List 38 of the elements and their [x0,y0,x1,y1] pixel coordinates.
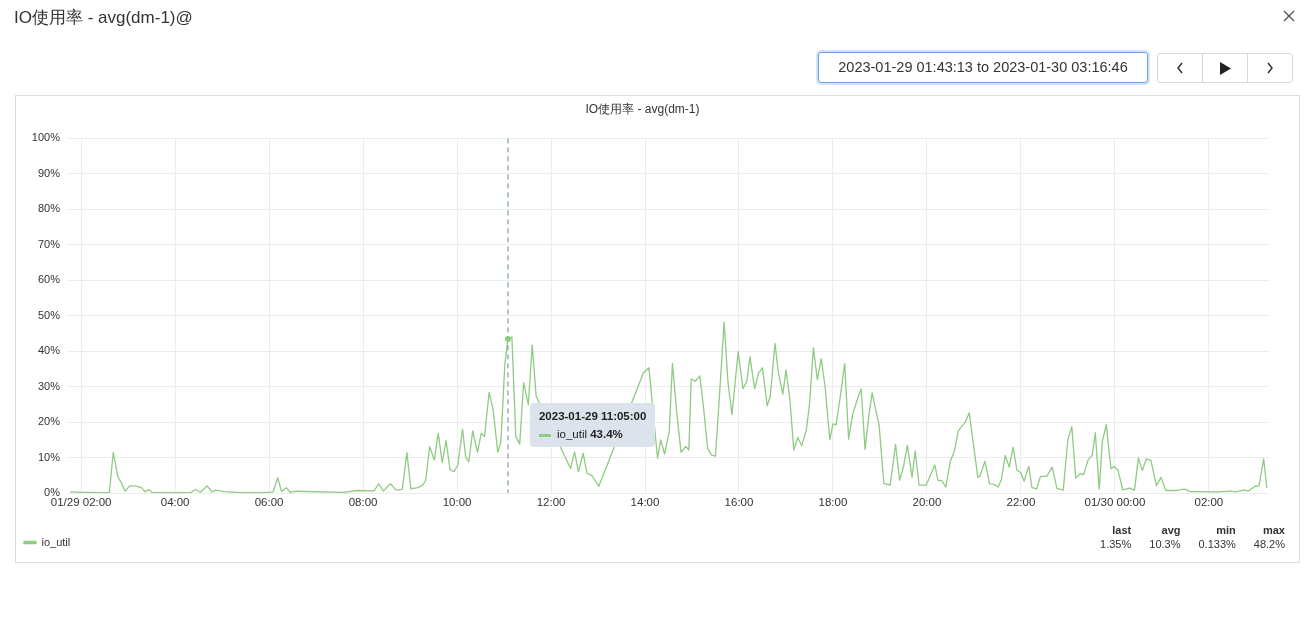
text: 0.133% [1197,537,1236,551]
y-tick-label: 50% [37,308,61,321]
x-tick-label: 06:00 [254,496,284,509]
x-tick-label: 12:00 [536,496,566,509]
y-tick-label: 40% [37,344,61,357]
y-tick-label: 100% [31,131,61,144]
x-tick-label: 08:00 [348,496,378,509]
legend-label: io_util [41,535,71,548]
y-tick-label: 60% [37,273,61,286]
x-tick-label: 10:00 [442,496,472,509]
y-tick-label: 20% [37,415,61,428]
x-tick-label: 14:00 [630,496,660,509]
x-tick-label: 01/30 00:00 [1084,496,1146,509]
y-tick-label: 0% [44,486,61,499]
text: 48.2% [1252,537,1285,551]
text: min [1215,523,1236,537]
y-tick-label: 80% [37,202,61,215]
text: 1.35% [1099,537,1132,551]
annotation: io_util 43.4% [556,428,623,441]
x-tick-label: 02:00 [1194,496,1224,509]
text: last [1111,523,1132,537]
chart-title: IO使用率 - avg(dm-1) [585,101,700,116]
annotation: 2023-01-29 11:05:00 [538,410,647,423]
y-tick-label: 10% [37,450,61,463]
text: avg [1160,523,1181,537]
x-tick-label: 20:00 [912,496,942,509]
text: 2023-01-29 01:43:13 to 2023-01-30 03:16:46 [818,52,1148,83]
y-tick-label: 30% [37,379,61,392]
text: 10.3% [1148,537,1181,551]
x-tick-label: 16:00 [724,496,754,509]
y-tick-label: 90% [37,166,61,179]
x-tick-label: 22:00 [1006,496,1036,509]
y-tick-label: 70% [37,237,61,250]
x-tick-label: 18:00 [818,496,848,509]
text: max [1261,523,1285,537]
x-tick-label: 01/29 02:00 [50,496,112,509]
text: IO使用率 - avg(dm-1)@ [14,7,193,29]
x-tick-label: 04:00 [160,496,190,509]
